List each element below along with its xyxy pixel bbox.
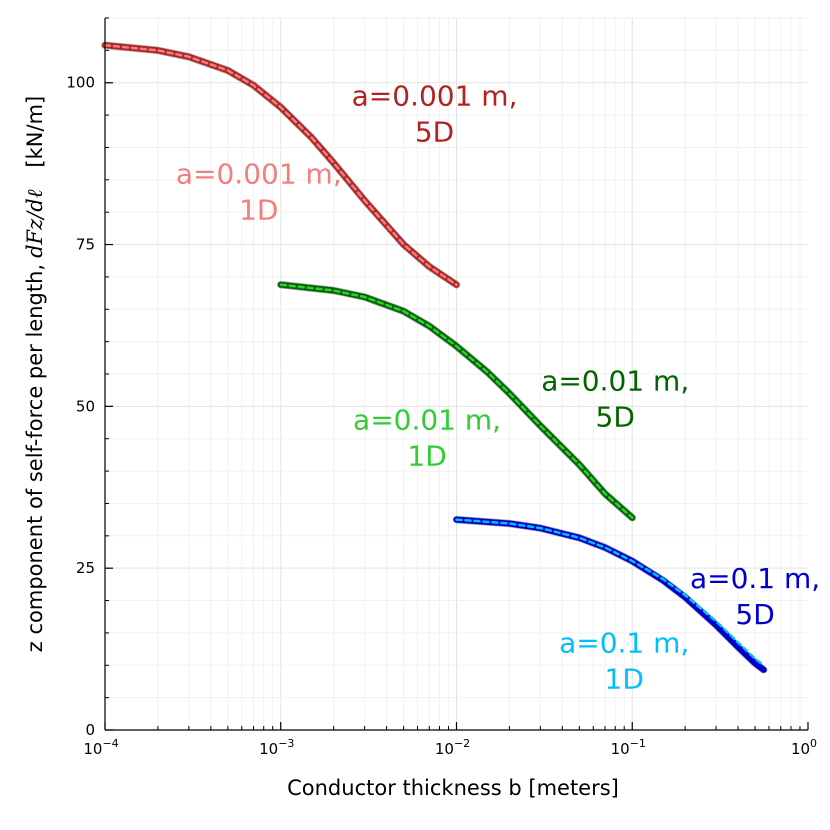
x-tick-exponent: −4 — [102, 737, 118, 750]
annotation-line1: a=0.1 m, — [690, 562, 820, 595]
annotation-line1: a=0.1 m, — [559, 627, 689, 660]
y-axis-label-text: z component of self-force per length, — [23, 264, 47, 652]
x-tick-base: 10 — [791, 740, 810, 758]
annotation-line2: 1D — [239, 193, 278, 226]
annotation-line1: a=0.001 m, — [176, 157, 342, 190]
y-axis-label: z component of self-force per length, dFz… — [23, 96, 47, 652]
annotations: a=0.001 m,5Da=0.001 m,1Da=0.01 m,5Da=0.0… — [176, 80, 820, 696]
x-tick-exponent: −1 — [630, 737, 646, 750]
x-tick-exponent: 0 — [810, 737, 817, 750]
x-tick-exponent: −3 — [278, 737, 294, 750]
x-tick-exponent: −2 — [454, 737, 470, 750]
y-tick-label: 0 — [85, 721, 95, 739]
y-tick-label: 25 — [76, 559, 95, 577]
series-line-a-0-01-m-1d — [279, 283, 634, 519]
y-tick-label: 75 — [76, 236, 95, 254]
annotation-line1: a=0.001 m, — [352, 80, 518, 113]
x-tick-base: 10 — [611, 740, 630, 758]
x-tick-label: 100 — [791, 737, 817, 758]
y-tick-label: 100 — [66, 74, 95, 92]
x-tick-base: 10 — [83, 740, 102, 758]
series-line-a-0-1-m-1d — [455, 518, 765, 667]
y-axis-label-math: dFz/dℓ — [23, 189, 47, 258]
x-tick-label: 10−3 — [259, 737, 294, 758]
x-tick-base: 10 — [259, 740, 278, 758]
annotation-line1: a=0.01 m, — [541, 364, 689, 397]
x-axis-label: Conductor thickness b [meters] — [287, 776, 619, 800]
x-tick-label: 10−4 — [83, 737, 118, 758]
annotation-line2: 5D — [735, 598, 774, 631]
x-tick-label: 10−1 — [611, 737, 646, 758]
grid — [104, 17, 808, 731]
series-group — [101, 41, 768, 674]
annotation-line2: 1D — [605, 663, 644, 696]
y-tick-label: 50 — [76, 397, 95, 415]
annotation-line2: 5D — [596, 400, 635, 433]
annotation-line2: 1D — [407, 439, 446, 472]
x-tick-base: 10 — [435, 740, 454, 758]
y-axis-label-units: [kN/m] — [23, 96, 47, 168]
x-tick-label: 10−2 — [435, 737, 470, 758]
annotation-line1: a=0.01 m, — [353, 403, 501, 436]
annotation-line2: 5D — [415, 116, 454, 149]
series-line-a-0-001-m-1d — [103, 43, 458, 286]
